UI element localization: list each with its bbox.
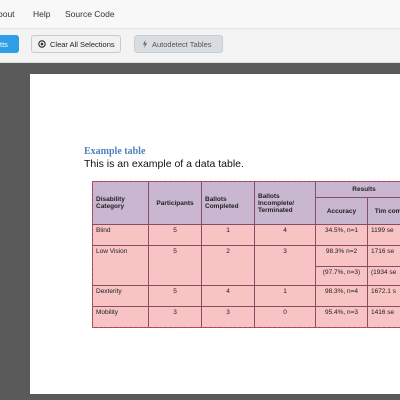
- cell-time: 1716 se: [366, 245, 400, 267]
- cell-participants: 3: [148, 306, 202, 328]
- cell-category: Mobility: [92, 306, 149, 328]
- cell-time: 1672.1 s: [366, 285, 400, 307]
- cell-incomplete: 4: [254, 224, 316, 246]
- cell-completed: 2: [201, 245, 255, 286]
- primary-button[interactable]: tts: [0, 35, 19, 53]
- cell-participants: 5: [148, 285, 202, 307]
- menu-bar: bout Help Source Code: [0, 0, 400, 29]
- cell-time-alt: (1934 se: [366, 266, 400, 286]
- menu-about[interactable]: bout: [0, 9, 15, 19]
- cell-time: 1416 se: [366, 306, 400, 328]
- cell-accuracy: 34.5%, n=1: [315, 224, 368, 246]
- cell-incomplete: 0: [254, 306, 316, 328]
- menu-source-code[interactable]: Source Code: [65, 9, 115, 19]
- toolbar: tts Clear All Selections Autodetect Tabl…: [0, 29, 400, 63]
- table-row: Blind 5 1 4 34.5%, n=1 1199 se: [92, 224, 400, 246]
- cell-accuracy: 98.3% n=2: [315, 245, 368, 267]
- cell-incomplete: 1: [254, 285, 316, 307]
- cell-participants: 5: [148, 245, 202, 286]
- cell-category: Blind: [92, 224, 149, 246]
- autodetect-tables-label: Autodetect Tables: [152, 39, 212, 49]
- header-ballots-incomplete: Ballots Incomplete/ Terminated: [254, 181, 316, 225]
- cell-accuracy: 98.3%, n=4: [315, 285, 368, 307]
- header-accuracy: Accuracy: [315, 197, 368, 225]
- header-disability-category: Disability Category: [92, 181, 149, 225]
- document-caption: This is an example of a data table.: [84, 158, 244, 170]
- clear-all-selections-label: Clear All Selections: [50, 39, 115, 49]
- pdf-page[interactable]: Example table This is an example of a da…: [30, 74, 400, 394]
- selected-data-table[interactable]: Disability Category Participants Ballots…: [92, 181, 400, 328]
- document-viewer[interactable]: Example table This is an example of a da…: [0, 63, 400, 400]
- autodetect-tables-button[interactable]: Autodetect Tables: [134, 35, 223, 53]
- header-time: Tim comp: [366, 197, 400, 225]
- primary-button-label: tts: [0, 39, 8, 49]
- header-results: Results: [314, 181, 400, 198]
- table-row: Mobility 3 3 0 95.4%, n=3 1416 se: [92, 306, 400, 328]
- table-row: Dexterity 5 4 1 98.3%, n=4 1672.1 s: [92, 285, 400, 307]
- cell-completed: 4: [201, 285, 255, 307]
- cell-participants: 5: [148, 224, 202, 246]
- document-heading: Example table: [84, 146, 146, 157]
- table-row: Low Vision 5 2 3 98.3% n=2 1716 se: [92, 245, 400, 286]
- header-participants: Participants: [148, 181, 202, 225]
- circle-x-icon: [38, 40, 46, 48]
- clear-all-selections-button[interactable]: Clear All Selections: [31, 35, 121, 53]
- cell-incomplete: 3: [254, 245, 316, 286]
- cell-accuracy: 95.4%, n=3: [315, 306, 368, 328]
- cell-accuracy-alt: (97.7%, n=3): [315, 266, 368, 286]
- cell-category: Dexterity: [92, 285, 149, 307]
- cell-category: Low Vision: [92, 245, 149, 286]
- lightning-icon: [142, 40, 148, 48]
- cell-completed: 3: [201, 306, 255, 328]
- menu-help[interactable]: Help: [33, 9, 51, 19]
- cell-completed: 1: [201, 224, 255, 246]
- cell-time: 1199 se: [366, 224, 400, 246]
- header-ballots-completed: Ballots Completed: [201, 181, 255, 225]
